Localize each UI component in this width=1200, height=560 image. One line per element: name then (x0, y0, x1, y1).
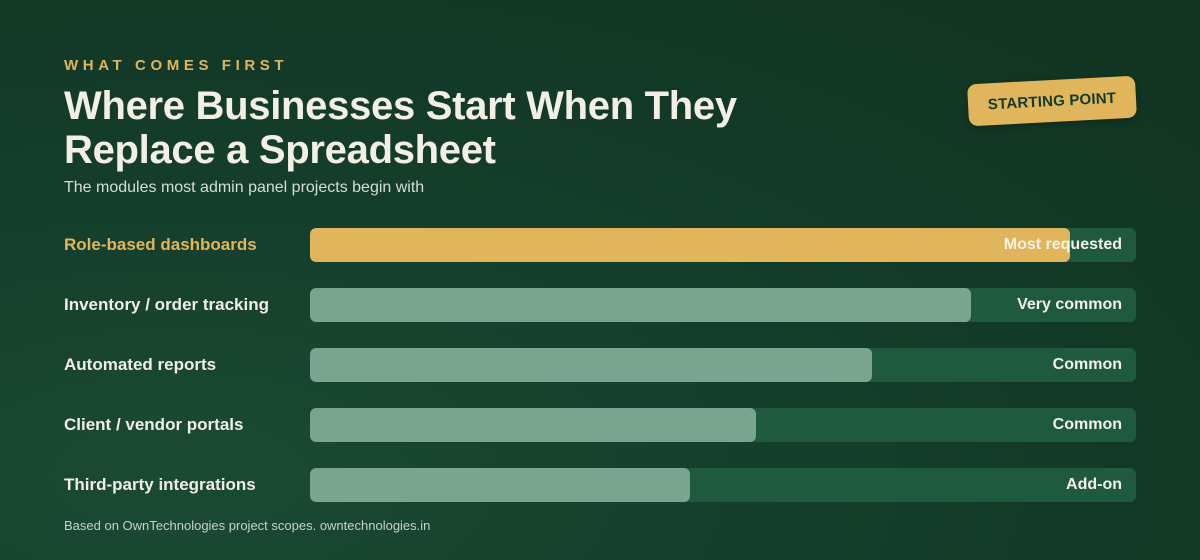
bar-value-label: Common (1052, 356, 1122, 373)
bar (310, 348, 872, 382)
page-subtitle: The modules most admin panel projects be… (64, 179, 425, 196)
category-label: Automated reports (64, 355, 217, 374)
bar (310, 228, 1070, 262)
category-label: Third-party integrations (64, 475, 256, 494)
category-label: Inventory / order tracking (64, 295, 269, 314)
bar-row: Role-based dashboards Most requested (64, 228, 1136, 262)
bar-value-label: Common (1052, 416, 1122, 433)
bar-value-label: Add-on (1066, 476, 1122, 493)
category-label: Role-based dashboards (64, 235, 257, 254)
bar-row: Third-party integrations Add-on (64, 468, 1136, 502)
bar-track: Common (310, 348, 1136, 382)
bar-track: Add-on (310, 468, 1136, 502)
eyebrow-label: WHAT COMES FIRST (64, 57, 289, 74)
page-title: Where Businesses Start When They Replace… (64, 84, 737, 172)
bar-value-label: Very common (1017, 296, 1122, 313)
bar (310, 468, 690, 502)
bar-track: Very common (310, 288, 1136, 322)
category-label: Client / vendor portals (64, 415, 244, 434)
bar-value-label: Most requested (1003, 236, 1122, 253)
bar-row: Client / vendor portals Common (64, 408, 1136, 442)
bar (310, 408, 757, 442)
bar-row: Inventory / order tracking Very common (64, 288, 1136, 322)
bar-track: Common (310, 408, 1136, 442)
bar-row: Automated reports Common (64, 348, 1136, 382)
source-footnote: Based on OwnTechnologies project scopes.… (64, 518, 431, 533)
bar (310, 288, 971, 322)
bar-track: Most requested (310, 228, 1136, 262)
